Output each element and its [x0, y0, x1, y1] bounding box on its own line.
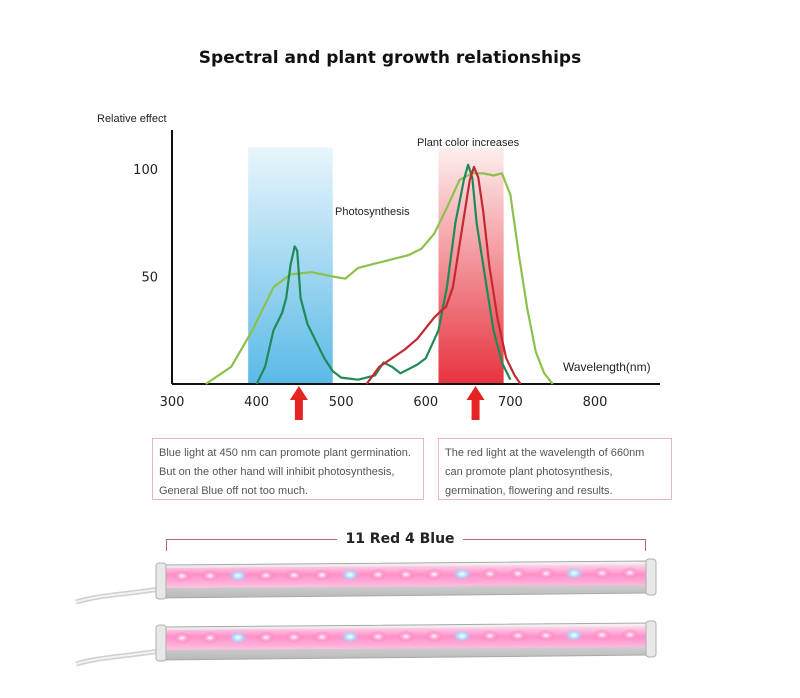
chart-labels: Relative effect Wavelength(nm) 50 100 300 400…	[97, 113, 651, 420]
product-label: 11 Red 4 Blue	[337, 531, 463, 547]
x-tick-label-600: 600	[413, 395, 438, 410]
spectrum-chart: Relative effect Wavelength(nm) 50 100 300 400…	[97, 113, 660, 420]
red-led	[621, 628, 639, 641]
red-led	[593, 629, 611, 641]
blue-note-line-1: Blue light at 450 nm can promote plant g…	[159, 447, 411, 459]
series-line-1	[205, 172, 554, 385]
blue-led	[229, 631, 247, 644]
blue-note-line-3: General Blue off not too much.	[159, 485, 308, 497]
blue-led	[453, 630, 471, 642]
red-led	[201, 631, 219, 644]
red-led	[369, 630, 387, 643]
red-led	[313, 631, 331, 643]
blue-led	[453, 568, 471, 580]
wavelength-bands	[248, 147, 504, 384]
end-cap-right	[645, 620, 657, 658]
blue-led	[341, 568, 359, 581]
x-tick-label-800: 800	[583, 395, 608, 410]
red-led	[369, 568, 387, 581]
y-axis-label: Relative effect	[97, 113, 167, 125]
end-cap-left	[155, 562, 167, 600]
red-led	[481, 567, 499, 580]
blue-led	[565, 629, 583, 642]
blue-note-line-2: But on the other hand will inhibit photo…	[159, 466, 395, 478]
end-cap-right	[645, 558, 657, 596]
blue-arrow	[289, 386, 308, 420]
chart-axes	[171, 130, 660, 385]
red-led	[509, 629, 527, 642]
blue-led	[229, 569, 247, 582]
red-arrow	[466, 386, 485, 420]
product-label-row: 11 Red 4 Blue	[0, 530, 800, 548]
red-led	[509, 567, 527, 580]
red-led	[173, 570, 191, 582]
red-led	[257, 569, 275, 582]
red-led	[201, 569, 219, 582]
grow-light-tubes	[75, 558, 657, 667]
red-led	[425, 568, 443, 581]
red-led	[537, 629, 555, 642]
red-note-line-2: can promote plant photosynthesis,	[445, 466, 613, 478]
photosynthesis-annotation: Photosynthesis	[335, 206, 410, 218]
y-tick-label-50: 50	[141, 271, 158, 286]
tube-2	[75, 620, 657, 667]
blue-led	[341, 630, 359, 643]
x-axis-label: Wavelength(nm)	[563, 360, 651, 374]
chart-series	[205, 163, 554, 385]
red-led	[313, 569, 331, 581]
red-led	[397, 630, 415, 643]
plant-color-annotation: Plant color increases	[417, 137, 520, 149]
blue-light-note: Blue light at 450 nm can promote plant g…	[152, 438, 424, 500]
chart-title: Spectral and plant growth relationships	[198, 48, 582, 68]
x-tick-label-700: 700	[498, 395, 523, 410]
series-line-3	[365, 165, 522, 385]
red-led	[481, 629, 499, 642]
red-light-note: The red light at the wavelength of 660nm…	[438, 438, 672, 500]
x-tick-label-400: 400	[244, 395, 269, 410]
red-note-line-3: germination, flowering and results.	[445, 485, 613, 497]
blue-led	[565, 567, 583, 580]
red-note-line-1: The red light at the wavelength of 660nm	[445, 447, 645, 459]
tube-1	[75, 558, 657, 605]
red-led	[285, 569, 303, 582]
red-led	[537, 567, 555, 580]
y-tick-label-100: 100	[133, 163, 158, 178]
red-band	[438, 147, 504, 384]
x-tick-label-500: 500	[329, 395, 354, 410]
red-led	[593, 567, 611, 579]
red-led	[397, 568, 415, 581]
red-led	[425, 630, 443, 643]
red-led	[257, 631, 275, 644]
red-led	[173, 632, 191, 644]
red-led	[621, 566, 639, 579]
x-tick-label-300: 300	[160, 395, 185, 410]
red-led	[285, 631, 303, 644]
end-cap-left	[155, 624, 167, 662]
